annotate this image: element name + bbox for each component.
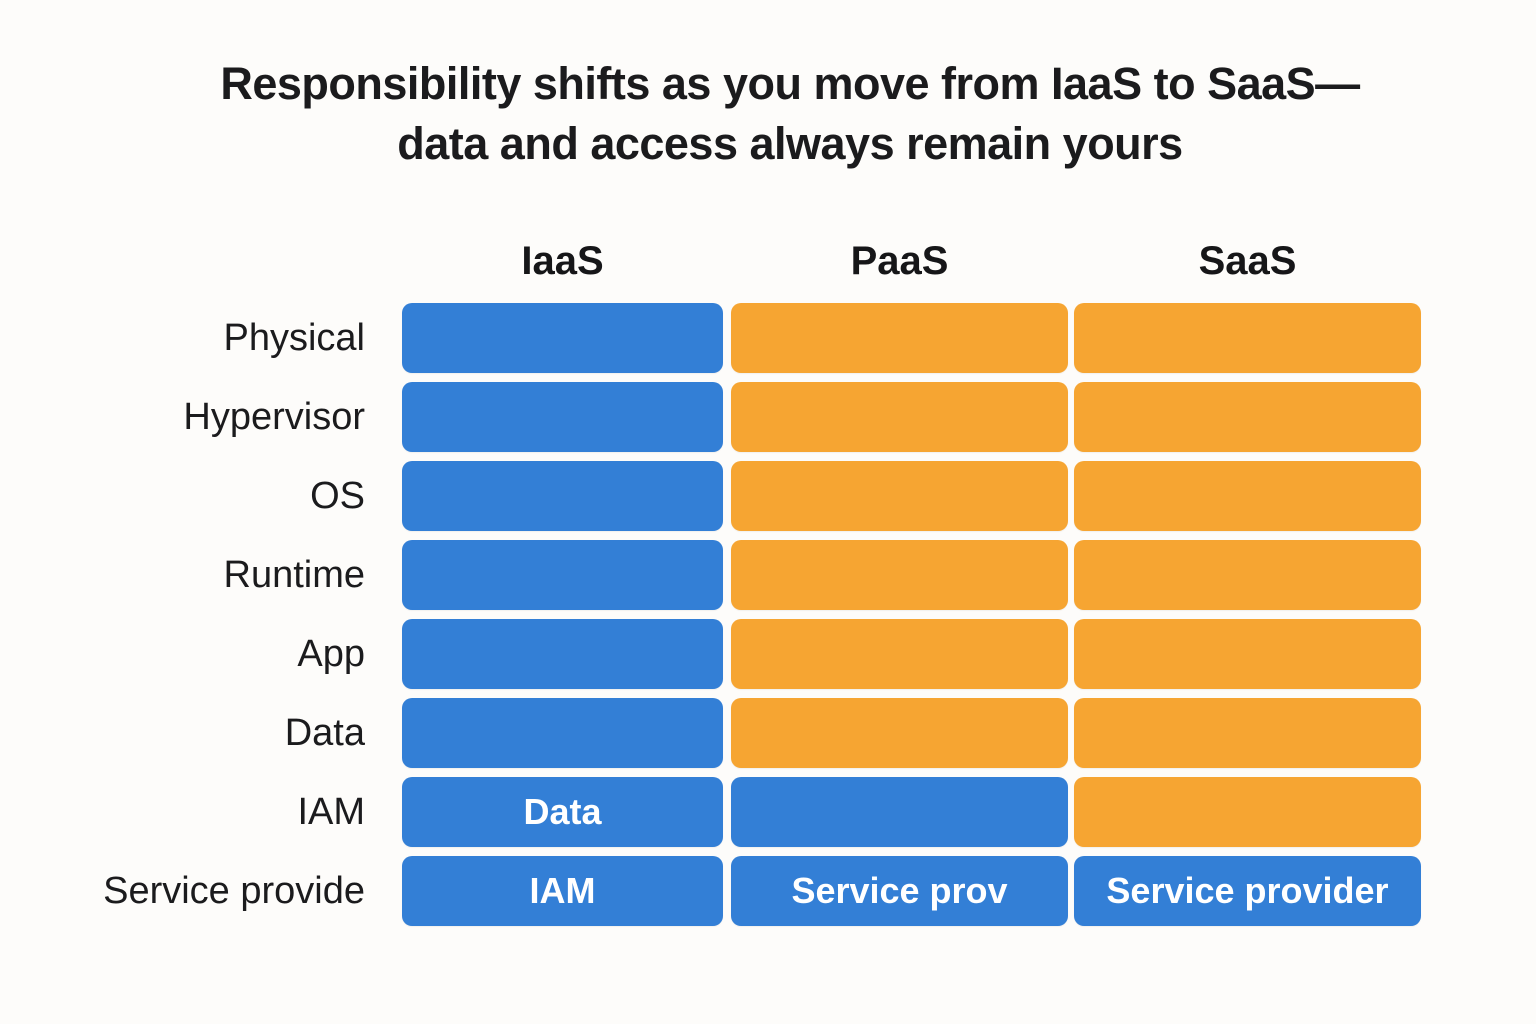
matrix-cell <box>402 382 723 452</box>
matrix-cell: IAM <box>402 856 723 926</box>
column-header-saas: SaaS <box>1198 238 1297 283</box>
matrix-cell <box>402 303 723 373</box>
matrix-cell <box>1074 777 1421 847</box>
matrix-row: Data <box>72 698 1421 768</box>
matrix-cell <box>1074 540 1421 610</box>
matrix-cell <box>731 698 1068 768</box>
matrix-cell: Service provider <box>1074 856 1421 926</box>
figure-title-line1: Responsibility shifts as you move from I… <box>220 58 1360 109</box>
responsibility-matrix: IaaS PaaS SaaS Physical Hypervisor OS <box>72 228 1421 935</box>
matrix-cell: Data <box>402 777 723 847</box>
matrix-cell: Service prov <box>731 856 1068 926</box>
matrix-cell <box>1074 303 1421 373</box>
matrix-row: Service provide IAM Service prov Service… <box>72 856 1421 926</box>
matrix-cell <box>402 619 723 689</box>
row-label: Runtime <box>223 554 366 596</box>
figure-title: Responsibility shifts as you move from I… <box>150 54 1430 174</box>
matrix-row: Runtime <box>72 540 1421 610</box>
row-label: Data <box>284 712 365 754</box>
cell-label: Service prov <box>791 870 1008 911</box>
row-label: OS <box>310 475 365 517</box>
matrix-cell <box>1074 382 1421 452</box>
matrix-cell <box>731 777 1068 847</box>
cell-label: Data <box>523 791 602 832</box>
row-label: Physical <box>223 317 366 359</box>
column-headers: IaaS PaaS SaaS <box>72 228 1421 294</box>
row-label: IAM <box>297 791 365 833</box>
matrix-cell <box>731 461 1068 531</box>
matrix-cell <box>402 540 723 610</box>
matrix-row: Physical <box>72 303 1421 373</box>
matrix-row: IAM Data <box>72 777 1421 847</box>
matrix-cell <box>402 461 723 531</box>
matrix-row: Hypervisor <box>72 382 1421 452</box>
matrix-row: OS <box>72 461 1421 531</box>
matrix-cell <box>731 619 1068 689</box>
column-header-iaas: IaaS <box>521 238 604 283</box>
matrix-cell <box>731 303 1068 373</box>
row-label: Hypervisor <box>183 396 365 438</box>
matrix-cell <box>731 540 1068 610</box>
matrix-cell <box>1074 698 1421 768</box>
cell-label: IAM <box>529 870 596 911</box>
matrix-cell <box>731 382 1068 452</box>
cell-label: Service provider <box>1106 870 1389 911</box>
matrix-cell <box>1074 461 1421 531</box>
matrix-rows: Physical Hypervisor OS <box>72 303 1421 926</box>
matrix-cell <box>402 698 723 768</box>
row-label: App <box>297 633 365 675</box>
matrix-row: App <box>72 619 1421 689</box>
matrix-cell <box>1074 619 1421 689</box>
row-label: Service provide <box>103 870 365 912</box>
figure-title-line2: data and access always remain yours <box>397 118 1183 169</box>
column-header-paas: PaaS <box>850 238 949 283</box>
